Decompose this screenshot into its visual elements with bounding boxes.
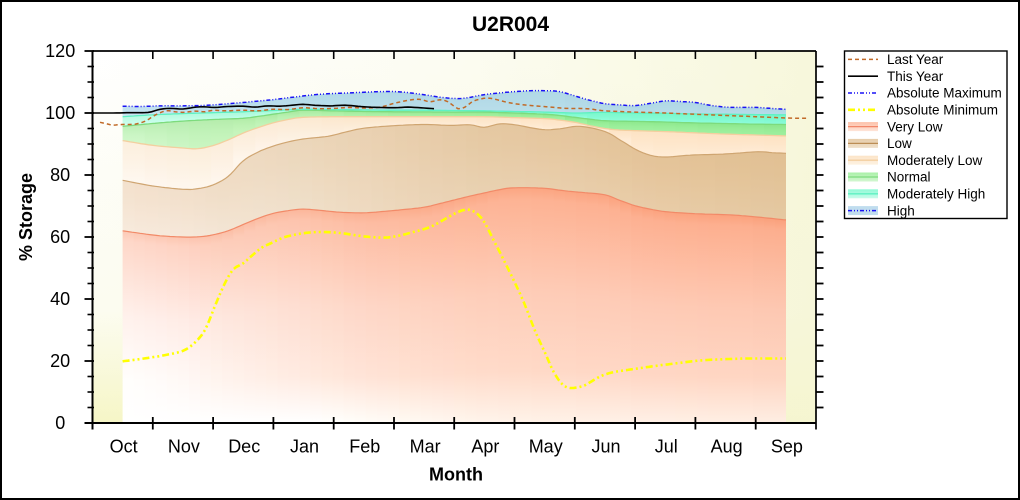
svg-text:20: 20 <box>50 351 70 371</box>
svg-text:0: 0 <box>55 413 65 433</box>
svg-text:60: 60 <box>50 227 70 247</box>
svg-text:Absolute Minimum: Absolute Minimum <box>887 103 998 118</box>
svg-text:This Year: This Year <box>887 69 944 84</box>
svg-text:Very Low: Very Low <box>887 119 943 134</box>
svg-text:Month: Month <box>429 465 483 485</box>
svg-text:Moderately Low: Moderately Low <box>887 153 983 168</box>
svg-text:Dec: Dec <box>228 437 260 457</box>
svg-text:High: High <box>887 203 915 218</box>
svg-text:100: 100 <box>45 103 75 123</box>
svg-text:Mar: Mar <box>410 437 441 457</box>
svg-text:Jun: Jun <box>591 437 620 457</box>
svg-text:U2R004: U2R004 <box>472 13 549 36</box>
svg-text:Aug: Aug <box>711 437 743 457</box>
svg-text:Low: Low <box>887 136 912 151</box>
svg-text:Nov: Nov <box>168 437 200 457</box>
svg-text:Feb: Feb <box>349 437 380 457</box>
svg-text:May: May <box>529 437 563 457</box>
svg-text:Jan: Jan <box>290 437 319 457</box>
svg-text:Normal: Normal <box>887 170 931 185</box>
svg-text:120: 120 <box>45 41 75 61</box>
svg-text:Apr: Apr <box>471 437 499 457</box>
svg-text:Absolute Maximum: Absolute Maximum <box>887 86 1002 101</box>
svg-text:% Storage: % Storage <box>16 173 36 261</box>
svg-text:80: 80 <box>50 165 70 185</box>
svg-text:Sep: Sep <box>771 437 803 457</box>
svg-text:Moderately High: Moderately High <box>887 187 985 202</box>
svg-text:Oct: Oct <box>110 437 138 457</box>
svg-text:40: 40 <box>50 289 70 309</box>
svg-text:Last Year: Last Year <box>887 52 944 67</box>
svg-text:Jul: Jul <box>655 437 678 457</box>
